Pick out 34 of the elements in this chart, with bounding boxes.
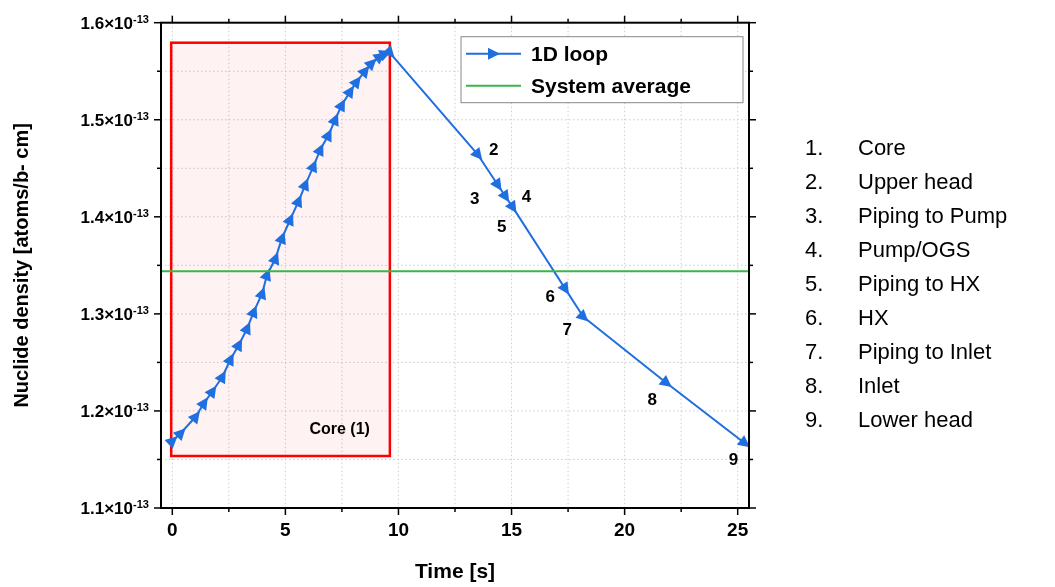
x-tick-label: 0 — [167, 519, 178, 540]
text: 5. Piping to HX — [805, 271, 981, 296]
text: 1. Core — [805, 135, 906, 160]
band-label: Core (1) — [309, 420, 370, 437]
text: 6. HX — [805, 305, 889, 330]
text: 3. Piping to Pump — [805, 203, 1008, 228]
annotation: 5 — [496, 216, 507, 236]
annotation: 9 — [728, 450, 739, 470]
y-tick-label: 1.1×10$^{-13}$ — [80, 498, 149, 518]
y-tick-label: 1.2×10$^{-13}$ — [80, 400, 149, 421]
annotation: 8 — [647, 390, 657, 410]
y-axis-title: Nuclide density [atoms/b- cm] — [10, 123, 32, 408]
text: 4. Pump/OGS — [805, 237, 971, 262]
y-tick-label: 1.6×10$^{-13}$ — [80, 12, 149, 33]
legend-label: 1D loop — [531, 41, 608, 65]
annotation: 2 — [489, 140, 499, 160]
text: 9. Lower head — [805, 407, 973, 432]
annotation: 7 — [562, 320, 572, 340]
annotation: 4 — [521, 186, 532, 206]
annotation: 6 — [545, 287, 555, 307]
text: 2. Upper head — [805, 169, 973, 194]
x-tick-label: 25 — [727, 519, 749, 540]
y-tick-label: 1.5×10$^{-13}$ — [80, 109, 149, 130]
x-tick-label: 5 — [280, 519, 292, 540]
text: 8. Inlet — [805, 373, 900, 398]
x-tick-label: 20 — [614, 519, 636, 540]
y-tick-label: 1.4×10$^{-13}$ — [80, 206, 149, 227]
legend-label: System average — [531, 73, 691, 97]
x-axis-title: Time [s] — [414, 559, 496, 582]
x-tick-label: 10 — [387, 519, 410, 540]
text: 7. Piping to Inlet — [805, 339, 992, 364]
annotation: 3 — [470, 189, 480, 209]
x-tick-label: 15 — [500, 519, 523, 540]
y-tick-label: 1.3×10$^{-13}$ — [80, 303, 149, 324]
